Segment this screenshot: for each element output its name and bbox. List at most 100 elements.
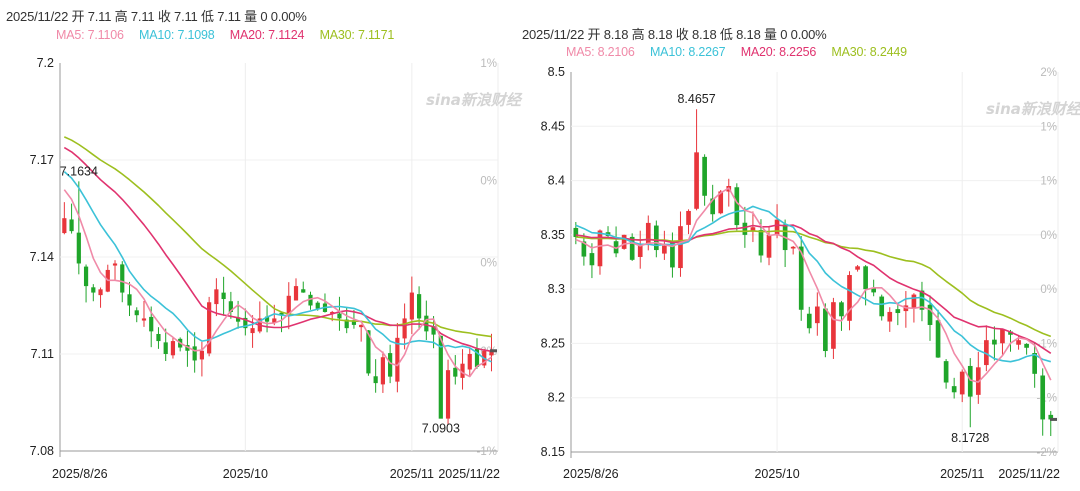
high-annotation: 8.4657	[677, 92, 715, 106]
pct-tick-label: 0%	[1040, 284, 1057, 296]
ma30-line	[575, 230, 1052, 338]
candle-body	[424, 315, 429, 332]
candle-body	[315, 302, 320, 309]
candle-body	[395, 337, 400, 382]
ma10-line	[63, 171, 492, 363]
sina-watermark: sina新浪财经	[426, 91, 523, 109]
candle-body	[351, 320, 357, 325]
candle-body	[645, 222, 651, 245]
pct-tick-label: 0%	[480, 175, 497, 187]
y-tick-label: 7.14	[30, 250, 54, 264]
candle-body	[112, 263, 118, 266]
candle-body	[790, 246, 796, 249]
pct-tick-label: 1%	[480, 58, 497, 70]
candle-body	[742, 222, 748, 235]
candle-body	[91, 287, 96, 293]
ma-legend: MA5: 7.1106 MA10: 7.1098 MA20: 7.1124 MA…	[56, 28, 406, 42]
candle-body	[337, 313, 342, 319]
candle-body	[774, 219, 780, 236]
y-tick-label: 8.2	[548, 391, 565, 405]
candlestick-chart: 8.5 8.45 8.4 8.35 8.3 8.25 8.2 8.15 2% 1% 1% 0% 0% -1…	[541, 65, 1080, 481]
candle-body	[895, 309, 901, 314]
ma5-line	[575, 187, 1052, 383]
y-tick-label: 8.4	[548, 174, 565, 188]
candle-body	[156, 333, 161, 342]
candle-body	[264, 316, 270, 322]
candle-body	[927, 304, 933, 325]
candle-body	[1008, 331, 1013, 335]
candle-body	[734, 187, 740, 226]
candle-body	[62, 218, 67, 234]
candle-body	[380, 357, 385, 385]
candle-body	[1032, 353, 1037, 374]
ohlc-header: 2025/11/22 开 7.11 高 7.11 收 7.11 低 7.11 量…	[6, 9, 307, 24]
candle-body	[76, 232, 81, 264]
candle-body	[951, 386, 957, 393]
pct-tick-label: 0%	[480, 257, 497, 269]
candle-body	[919, 290, 925, 310]
candle-body	[221, 292, 226, 300]
candle-body	[214, 289, 219, 305]
candle-body	[330, 311, 335, 314]
candle-body	[228, 301, 233, 312]
candle-body	[359, 324, 364, 328]
candle-body	[613, 241, 619, 254]
pct-tick-label: -1%	[1037, 393, 1057, 405]
candle-body	[855, 266, 860, 270]
candle-body	[831, 302, 836, 349]
candle-body	[863, 266, 868, 290]
candle-body	[388, 353, 393, 377]
candle-body	[766, 234, 772, 258]
ma20-line	[63, 146, 492, 353]
candle-body	[839, 302, 844, 317]
candle-body	[134, 310, 139, 316]
y-tick-label: 7.2	[37, 56, 54, 70]
x-tick-label: 2025/10	[223, 467, 268, 481]
last-price-marker	[1050, 417, 1057, 421]
ohlc-header: 2025/11/22 开 8.18 高 8.18 收 8.18 低 8.18 量…	[522, 27, 827, 42]
candle-body	[702, 156, 707, 196]
sina-watermark: sina新浪财经	[986, 100, 1080, 118]
candle-body	[621, 234, 627, 249]
ma10-line	[575, 205, 1052, 363]
candle-body	[185, 345, 190, 351]
candle-body	[823, 308, 828, 352]
candle-body	[163, 342, 168, 354]
candle-body	[127, 294, 132, 306]
y-tick-label: 7.08	[30, 444, 54, 458]
candle-body	[573, 227, 579, 238]
candle-body	[1024, 343, 1029, 348]
low-annotation: 8.1728	[951, 431, 989, 445]
pct-tick-label: -2%	[1037, 447, 1057, 459]
candle-body	[1000, 329, 1005, 344]
candle-body	[416, 294, 422, 319]
candle-body	[279, 312, 284, 316]
candle-body	[798, 246, 804, 310]
candle-body	[83, 266, 89, 287]
x-tick-label: 2025/11	[940, 467, 984, 481]
y-tick-label: 7.17	[30, 153, 54, 167]
ma30-legend: MA30: 7.1171	[319, 28, 395, 42]
candle-body	[366, 330, 371, 374]
candle-body	[959, 371, 965, 395]
x-tick-label: 2025/11	[390, 467, 434, 481]
candle-body	[629, 236, 635, 260]
pct-tick-label: -1%	[1037, 338, 1057, 350]
candle-body	[120, 264, 125, 293]
candle-body	[637, 245, 643, 257]
candle-body	[373, 376, 378, 384]
candle-body	[207, 302, 212, 354]
ma30-line	[63, 136, 492, 338]
candle-body	[409, 292, 414, 320]
candle-body	[992, 339, 997, 345]
x-tick-label: 2025/8/26	[563, 467, 619, 481]
high-annotation: 7.1634	[60, 164, 98, 178]
candle-body	[967, 365, 973, 397]
left-chart-panel: 2025/11/22 开 7.11 高 7.11 收 7.11 低 7.11 量…	[6, 9, 523, 481]
pct-tick-label: 1%	[1040, 176, 1057, 188]
candle-body	[887, 311, 893, 322]
pct-tick-label: 1%	[1040, 121, 1057, 133]
ma20-legend: MA20: 8.2256	[740, 45, 817, 59]
candle-body	[1048, 414, 1054, 420]
candle-body	[879, 296, 885, 317]
